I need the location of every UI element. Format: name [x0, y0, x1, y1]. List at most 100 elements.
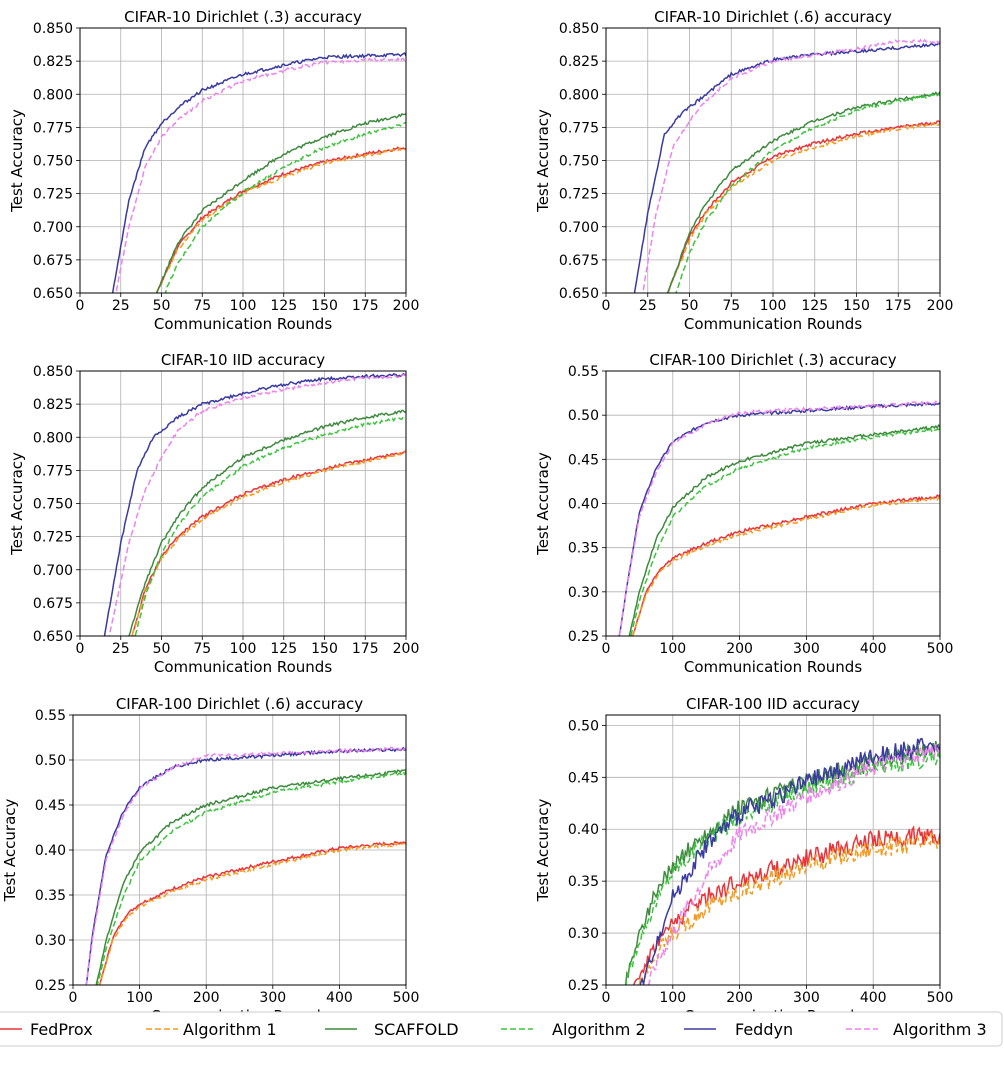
legend-label: Algorithm 3 [893, 1020, 987, 1039]
y-tick-label: 0.775 [33, 463, 73, 479]
y-tick-label: 0.30 [35, 933, 66, 949]
series-line-algorithm-2 [630, 427, 940, 636]
series-line-algorithm-1 [632, 496, 940, 636]
y-tick-label: 0.35 [568, 541, 599, 557]
x-tick-label: 400 [860, 641, 887, 657]
series-line-fedprox [99, 840, 406, 985]
x-tick-label: 300 [793, 990, 820, 1006]
x-tick-label: 400 [860, 990, 887, 1006]
x-tick-label: 175 [352, 641, 379, 657]
y-tick-label: 0.800 [33, 87, 73, 103]
x-tick-label: 200 [726, 641, 753, 657]
x-tick-label: 75 [193, 298, 211, 314]
x-tick-label: 125 [270, 298, 297, 314]
y-tick-label: 0.40 [568, 497, 599, 513]
plot-frame [605, 714, 941, 986]
x-tick-label: 175 [352, 298, 379, 314]
y-tick-label: 0.750 [33, 154, 73, 170]
plot-frame [605, 370, 941, 637]
chart-panel-3: 0 25 50 75 100 125 150 175 200 0.650 0.675 0.700 0.7… [8, 351, 420, 676]
x-tick-label: 125 [270, 641, 297, 657]
y-tick-label: 0.725 [559, 187, 599, 203]
legend-label: Algorithm 1 [183, 1020, 277, 1039]
y-tick-label: 0.25 [35, 978, 66, 994]
x-tick-label: 75 [193, 641, 211, 657]
x-tick-label: 25 [112, 641, 130, 657]
series-line-algorithm-3 [115, 56, 406, 293]
x-tick-label: 200 [393, 641, 420, 657]
x-tick-label: 200 [927, 298, 954, 314]
x-tick-label: 50 [153, 298, 171, 314]
series-line-feddyn [103, 372, 406, 636]
y-tick-label: 0.775 [33, 120, 73, 136]
series-group [633, 38, 940, 293]
x-tick-label: 50 [153, 641, 171, 657]
x-tick-label: 100 [659, 990, 686, 1006]
series-line-algorithm-3 [647, 743, 940, 985]
x-tick-label: 125 [801, 298, 828, 314]
series-line-algorithm-3 [641, 38, 940, 293]
x-tick-label: 100 [760, 298, 787, 314]
chart-panel-1: 0 25 50 75 100 125 150 175 200 0.650 0.675 0.700 0.7… [8, 8, 420, 333]
x-tick-label: 100 [230, 641, 257, 657]
y-tick-label: 0.700 [33, 563, 73, 579]
series-group [85, 746, 406, 985]
y-tick-label: 0.750 [559, 154, 599, 170]
x-tick-label: 300 [259, 990, 286, 1006]
series-line-scaffold [666, 91, 940, 293]
x-tick-label: 0 [69, 990, 78, 1006]
y-axis-label: Test Accuracy [8, 452, 26, 556]
legend-item-algorithm-1: Algorithm 1 [146, 1020, 277, 1039]
y-tick-label: 0.50 [568, 408, 599, 424]
x-tick-label: 200 [193, 990, 220, 1006]
y-tick-label: 0.650 [33, 286, 73, 302]
series-line-scaffold [95, 769, 406, 985]
legend-label: Feddyn [735, 1020, 793, 1039]
series-line-scaffold [128, 409, 406, 636]
series-line-algorithm-1 [635, 832, 940, 985]
series-line-algorithm-2 [96, 770, 406, 985]
y-tick-label: 0.40 [35, 843, 66, 859]
series-line-fedprox [631, 493, 940, 636]
y-tick-label: 0.675 [559, 253, 599, 269]
chart-title: CIFAR-10 IID accuracy [161, 351, 325, 369]
chart-panel-4: 0 100 200 300 400 500 0.25 0.30 0.35 0.40 0.45 0.50… [534, 351, 953, 676]
y-tick-label: 0.55 [568, 364, 599, 380]
series-group [618, 400, 940, 636]
legend-label: SCAFFOLD [374, 1020, 459, 1039]
chart-title: CIFAR-100 Dirichlet (.6) accuracy [116, 695, 363, 713]
y-axis-label: Test Accuracy [8, 109, 26, 213]
legend-label: Algorithm 2 [552, 1020, 646, 1039]
plot-frame [72, 714, 407, 986]
y-axis-label: Test Accuracy [534, 109, 552, 213]
plot-frame [79, 27, 407, 294]
x-tick-label: 50 [681, 298, 699, 314]
y-tick-label: 0.45 [568, 452, 599, 468]
x-tick-label: 0 [602, 641, 611, 657]
x-tick-label: 0 [76, 641, 85, 657]
x-tick-label: 200 [393, 298, 420, 314]
y-tick-label: 0.750 [33, 497, 73, 513]
chart-title: CIFAR-100 IID accuracy [686, 695, 860, 713]
y-tick-label: 0.725 [33, 187, 73, 203]
series-line-scaffold [624, 740, 940, 985]
y-tick-label: 0.35 [35, 888, 66, 904]
legend: FedProx Algorithm 1 SCAFFOLD Algorithm 2 Fed… [0, 1011, 1003, 1047]
y-tick-label: 0.675 [33, 253, 73, 269]
x-tick-label: 150 [311, 641, 338, 657]
x-tick-label: 0 [76, 298, 85, 314]
legend-label: FedProx [30, 1020, 93, 1039]
x-tick-label: 500 [927, 990, 954, 1006]
x-tick-label: 500 [393, 990, 420, 1006]
y-tick-label: 0.40 [568, 822, 599, 838]
y-tick-label: 0.25 [568, 629, 599, 645]
series-line-feddyn [111, 52, 406, 293]
series-line-algorithm-3 [618, 400, 940, 636]
series-line-feddyn [637, 737, 940, 985]
y-tick-label: 0.650 [559, 286, 599, 302]
y-axis-label: Test Accuracy [1, 798, 19, 902]
y-tick-label: 0.45 [35, 798, 66, 814]
y-tick-label: 0.775 [559, 120, 599, 136]
series-line-scaffold [628, 423, 940, 636]
y-tick-label: 0.850 [33, 21, 73, 37]
